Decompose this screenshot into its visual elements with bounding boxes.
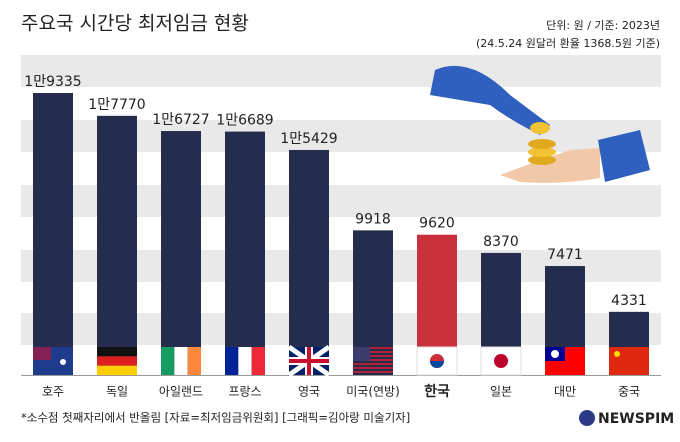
value-label: 1만7770 xyxy=(88,97,145,113)
x-tick-label: 호주 xyxy=(42,385,64,399)
bar xyxy=(289,149,329,375)
flag xyxy=(430,361,444,368)
flag xyxy=(353,371,393,373)
flag xyxy=(480,346,522,376)
bar xyxy=(225,131,265,375)
illustration xyxy=(430,65,650,183)
flag xyxy=(551,350,559,358)
logo-icon xyxy=(579,410,595,426)
x-tick-label: 일본 xyxy=(490,385,512,399)
bar xyxy=(161,131,201,375)
value-label: 9620 xyxy=(419,216,455,232)
flag xyxy=(225,347,239,375)
x-tick-label: 대만 xyxy=(554,385,576,399)
x-tick-label: 영국 xyxy=(298,385,320,399)
x-tick-label: 독일 xyxy=(106,385,128,399)
value-label: 1만6689 xyxy=(216,113,273,129)
x-tick-label: 아일랜드 xyxy=(159,385,203,399)
x-tick-label: 한국 xyxy=(424,384,450,400)
value-label: 8370 xyxy=(483,234,519,250)
chart-subtitle: (24.5.24 원달러 환율 1368.5원 기준) xyxy=(476,37,660,50)
flag xyxy=(353,367,393,369)
flag xyxy=(97,356,137,366)
flag xyxy=(161,347,175,375)
flag xyxy=(353,347,370,361)
flag xyxy=(614,351,620,357)
flag xyxy=(289,359,329,363)
x-tick-label: 미국(연방) xyxy=(346,385,400,399)
flag xyxy=(238,347,252,375)
bar xyxy=(33,93,73,375)
value-label: 1만9335 xyxy=(24,74,81,90)
flag xyxy=(353,363,393,365)
flag xyxy=(187,347,202,375)
chart-title: 주요국 시간당 최저임금 현황 xyxy=(21,13,249,35)
flag xyxy=(353,359,393,361)
value-label: 7471 xyxy=(547,247,583,263)
flag xyxy=(353,355,393,357)
flag xyxy=(494,354,508,368)
x-tick-label: 프랑스 xyxy=(228,385,261,399)
value-label: 9918 xyxy=(355,211,391,227)
value-label: 4331 xyxy=(611,293,647,309)
flag xyxy=(609,347,649,375)
flag xyxy=(33,347,51,360)
flag xyxy=(353,351,393,353)
x-tick-label: 중국 xyxy=(618,385,640,399)
bar xyxy=(97,115,137,376)
value-label: 1만5429 xyxy=(280,131,337,147)
flag xyxy=(251,347,266,375)
flag xyxy=(60,359,66,365)
flag xyxy=(353,347,393,349)
value-label: 1만6727 xyxy=(152,112,209,128)
flag xyxy=(97,365,137,376)
footnote: *소수점 첫째자리에서 반올림 [자료=최저임금위원회] [그래픽=김아랑 미술… xyxy=(21,411,410,425)
chart-subtitle: 단위: 원 / 기준: 2023년 xyxy=(546,19,660,32)
source-logo: NEWSPIM xyxy=(598,411,674,427)
flag xyxy=(174,347,188,375)
flag xyxy=(97,347,137,357)
